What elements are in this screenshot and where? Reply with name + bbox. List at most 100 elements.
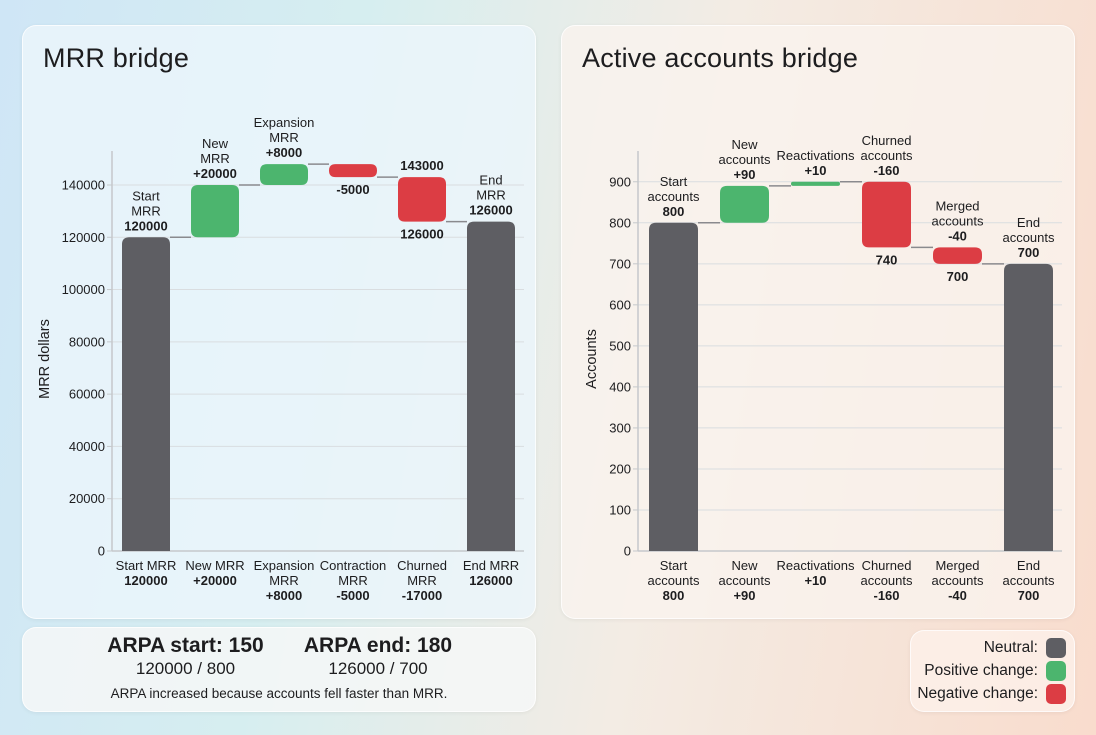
bar-name-label: Start bbox=[660, 174, 688, 189]
y-tick-label: 60000 bbox=[69, 387, 105, 402]
bar-neutral bbox=[1004, 263, 1053, 551]
arpa-start-formula: 120000 / 800 bbox=[135, 659, 236, 678]
bar-value-label: +8000 bbox=[266, 145, 303, 160]
bar-neutral bbox=[122, 237, 170, 551]
y-tick-label: 40000 bbox=[69, 439, 105, 454]
bar-value-label: 120000 bbox=[124, 218, 167, 233]
bar-name-label: accounts bbox=[860, 148, 913, 163]
bar-value-label: -40 bbox=[948, 228, 967, 243]
x-tick-value: 120000 bbox=[124, 573, 167, 588]
y-tick-label: 120000 bbox=[62, 230, 105, 245]
bar-value-label: -160 bbox=[873, 163, 899, 178]
x-tick-label: accounts bbox=[1002, 573, 1055, 588]
arpa-end-block: ARPA end: 180 126000 / 700 bbox=[293, 634, 463, 679]
bar-neutral bbox=[649, 222, 698, 552]
bar-value-label: +20000 bbox=[193, 166, 237, 181]
bar-name-label: Merged bbox=[935, 198, 979, 213]
x-tick-value: -160 bbox=[873, 588, 899, 603]
bar-name-label: Expansion bbox=[254, 115, 315, 130]
arpa-summary-panel: ARPA start: 150 120000 / 800 ARPA end: 1… bbox=[22, 627, 536, 712]
bar-name-label: New bbox=[202, 136, 229, 151]
bar-negative bbox=[329, 164, 377, 178]
x-tick-label: Expansion bbox=[254, 558, 315, 573]
accounts-panel-title: Active accounts bridge bbox=[582, 43, 859, 73]
legend-item-negative: Negative change: bbox=[917, 684, 1066, 704]
bar-value-label: +90 bbox=[733, 167, 755, 182]
x-tick-label: accounts bbox=[860, 573, 913, 588]
x-tick-label: Merged bbox=[935, 558, 979, 573]
mrr-panel-title: MRR bridge bbox=[43, 43, 190, 73]
bar-negative bbox=[862, 181, 911, 248]
bar-name-label: MRR bbox=[200, 151, 230, 166]
bar-bottom-value: 700 bbox=[947, 269, 969, 284]
x-tick-value: -5000 bbox=[336, 588, 369, 603]
bar-change-label: -5000 bbox=[336, 182, 369, 197]
x-tick-value: 800 bbox=[663, 588, 685, 603]
x-tick-label: Reactivations bbox=[776, 558, 855, 573]
x-tick-value: 700 bbox=[1018, 588, 1040, 603]
x-tick-value: -17000 bbox=[402, 588, 442, 603]
x-tick-value: +90 bbox=[733, 588, 755, 603]
y-tick-label: 600 bbox=[609, 297, 631, 312]
y-tick-label: 700 bbox=[609, 256, 631, 271]
bar-neutral bbox=[467, 221, 515, 551]
y-tick-label: 140000 bbox=[62, 177, 105, 192]
bar-value-label: 800 bbox=[663, 204, 685, 219]
mrr-bridge-panel: MRR bridge bbox=[22, 25, 536, 619]
x-tick-label: New bbox=[731, 558, 758, 573]
x-tick-label: accounts bbox=[718, 573, 771, 588]
legend-label-positive: Positive change: bbox=[924, 662, 1038, 679]
y-axis-label: MRR dollars bbox=[37, 319, 53, 399]
legend-label-neutral: Neutral: bbox=[983, 639, 1038, 656]
y-tick-label: 900 bbox=[609, 174, 631, 189]
x-tick-value: +8000 bbox=[266, 588, 303, 603]
x-tick-value: +20000 bbox=[193, 573, 237, 588]
color-legend: Neutral: Positive change: Negative chang… bbox=[910, 630, 1075, 712]
x-tick-label: End bbox=[1017, 558, 1040, 573]
bar-value-label: 126000 bbox=[469, 203, 512, 218]
bar-bottom-value: 740 bbox=[876, 252, 898, 267]
x-tick-label: MRR bbox=[338, 573, 368, 588]
x-tick-label: End MRR bbox=[463, 558, 519, 573]
bar-positive bbox=[191, 184, 239, 238]
bar-name-label: MRR bbox=[269, 130, 299, 145]
bar-value-label: 700 bbox=[1018, 245, 1040, 260]
y-tick-label: 100 bbox=[609, 502, 631, 517]
negative-swatch-icon bbox=[1046, 684, 1066, 704]
bar-name-label: MRR bbox=[476, 188, 506, 203]
bar-top-value: 143000 bbox=[400, 158, 443, 173]
bar-name-label: accounts bbox=[647, 189, 700, 204]
bar-name-label: accounts bbox=[718, 152, 771, 167]
x-tick-label: accounts bbox=[647, 573, 700, 588]
bar-positive bbox=[260, 164, 308, 185]
arpa-end-heading: ARPA end: 180 bbox=[303, 634, 453, 657]
bar-positive bbox=[720, 185, 769, 223]
bar-positive bbox=[791, 181, 840, 186]
y-tick-label: 200 bbox=[609, 461, 631, 476]
bar-name-label: End bbox=[479, 173, 502, 188]
x-tick-label: accounts bbox=[931, 573, 984, 588]
x-tick-label: Start bbox=[660, 558, 688, 573]
legend-label-negative: Negative change: bbox=[917, 685, 1038, 702]
x-tick-value: -40 bbox=[948, 588, 967, 603]
y-axis-label: Accounts bbox=[584, 329, 600, 389]
bar-name-label: Start bbox=[132, 188, 160, 203]
accounts-bridge-panel: Active accounts bridge bbox=[561, 25, 1075, 619]
bar-name-label: End bbox=[1017, 215, 1040, 230]
x-tick-label: MRR bbox=[269, 573, 299, 588]
x-tick-value: +10 bbox=[804, 573, 826, 588]
y-tick-label: 20000 bbox=[69, 491, 105, 506]
arpa-start-heading: ARPA start: 150 bbox=[107, 634, 264, 657]
bar-name-label: MRR bbox=[131, 203, 161, 218]
y-tick-label: 0 bbox=[98, 544, 105, 559]
y-tick-label: 100000 bbox=[62, 282, 105, 297]
y-tick-label: 300 bbox=[609, 420, 631, 435]
neutral-swatch-icon bbox=[1046, 638, 1066, 658]
x-tick-label: Contraction bbox=[320, 558, 386, 573]
bar-name-label: accounts bbox=[1002, 230, 1055, 245]
legend-item-neutral: Neutral: bbox=[984, 638, 1066, 658]
bar-bottom-value: 126000 bbox=[400, 227, 443, 242]
y-tick-label: 800 bbox=[609, 215, 631, 230]
positive-swatch-icon bbox=[1046, 661, 1066, 681]
